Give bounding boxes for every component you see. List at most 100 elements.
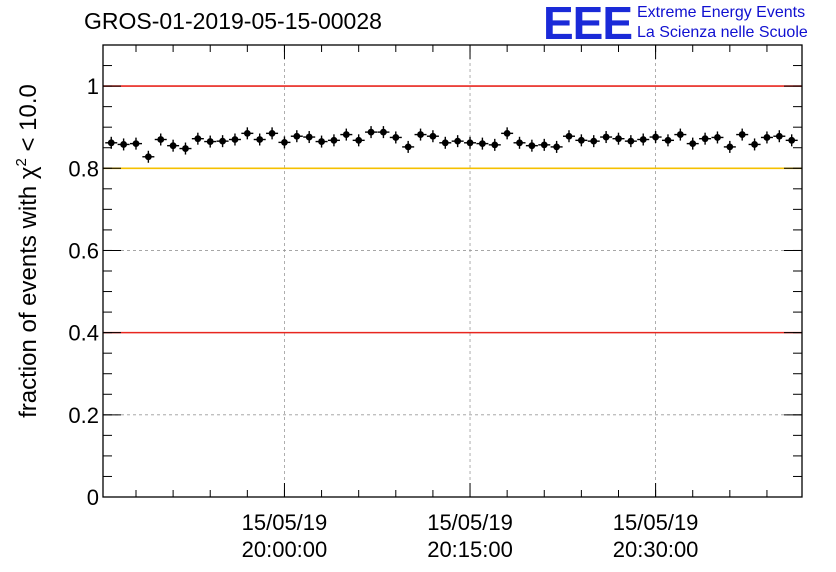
data-point (711, 131, 724, 144)
data-point (464, 136, 477, 149)
point-marker (738, 131, 746, 138)
logo-caption-line1: Extreme Energy Events (637, 4, 806, 21)
point-marker (491, 141, 499, 149)
data-point (587, 135, 600, 148)
point-marker (243, 129, 251, 137)
data-point (649, 131, 662, 144)
data-point (241, 127, 254, 140)
data-point (538, 138, 551, 151)
point-marker (441, 139, 449, 147)
data-point (575, 134, 588, 147)
data-point (439, 136, 452, 149)
point-marker (454, 137, 462, 145)
point-marker (590, 137, 598, 145)
data-point (661, 134, 674, 147)
data-point (736, 128, 749, 141)
data-point (723, 140, 736, 153)
y-axis-label: fraction of events with χ2 < 10.0 (13, 84, 42, 418)
data-point (550, 140, 563, 153)
point-marker (120, 141, 128, 148)
y-tick-label: 0 (87, 485, 99, 510)
data-point (142, 150, 155, 163)
data-point (303, 131, 316, 144)
data-point (204, 135, 217, 148)
point-marker (107, 139, 115, 147)
point-marker (355, 136, 363, 144)
data-point (674, 128, 687, 141)
point-marker (367, 128, 375, 136)
data-point (773, 130, 786, 143)
point-marker (701, 135, 709, 143)
data-point (624, 135, 637, 148)
chart-title: GROS-01-2019-05-15-00028 (84, 8, 382, 34)
point-marker (615, 135, 622, 143)
data-point (253, 133, 266, 146)
point-marker (664, 136, 672, 144)
data-point (105, 136, 118, 149)
data-point (760, 131, 773, 144)
y-tick-label: 1 (87, 74, 99, 99)
point-marker (330, 136, 338, 144)
point-marker (256, 136, 264, 143)
point-marker (478, 140, 486, 148)
data-point (637, 133, 650, 146)
x-tick-label-date: 15/05/19 (427, 510, 513, 535)
data-point (167, 139, 180, 152)
data-point (612, 132, 625, 145)
point-marker (380, 128, 387, 136)
logo-caption-line2: La Scienza nelle Scuole (637, 24, 808, 41)
point-marker (676, 131, 684, 138)
data-points (105, 126, 798, 163)
data-point (402, 140, 415, 153)
point-marker (689, 140, 697, 148)
x-tick-label-date: 15/05/19 (242, 510, 328, 535)
point-marker (751, 141, 758, 148)
data-point (426, 130, 439, 143)
point-marker (652, 133, 660, 141)
point-marker (602, 133, 610, 141)
data-point (476, 137, 489, 150)
point-marker (429, 132, 437, 140)
data-point (352, 134, 365, 147)
y-tick-label: 0.6 (68, 238, 99, 263)
data-point (389, 131, 402, 144)
point-marker (182, 145, 189, 152)
point-marker (305, 133, 313, 141)
data-point (686, 137, 699, 150)
data-point (327, 134, 340, 147)
point-marker (577, 136, 585, 144)
point-marker (342, 131, 350, 138)
data-point (513, 136, 526, 149)
data-point (154, 133, 167, 146)
point-marker (726, 143, 734, 151)
data-point (451, 135, 464, 148)
point-marker (565, 132, 573, 140)
point-marker (540, 141, 548, 149)
point-marker (714, 134, 721, 141)
x-tick-label-time: 20:30:00 (613, 537, 699, 562)
plot-frame (102, 44, 803, 498)
data-point (315, 135, 328, 148)
data-point (600, 131, 613, 144)
point-marker (392, 134, 400, 141)
point-marker (194, 135, 202, 143)
point-marker (268, 129, 276, 137)
point-marker (639, 136, 647, 143)
eee-logo: EEE (543, 0, 633, 49)
x-tick-label-time: 20:00:00 (242, 537, 328, 562)
data-point (228, 133, 241, 146)
point-marker (627, 137, 635, 145)
point-marker (503, 129, 511, 137)
point-marker (466, 139, 474, 147)
point-marker (763, 134, 771, 141)
data-point (525, 139, 538, 152)
point-marker (404, 143, 412, 151)
data-point (785, 134, 798, 147)
data-point (266, 127, 279, 140)
point-marker (169, 142, 177, 150)
point-marker (417, 131, 424, 138)
point-marker (528, 142, 536, 150)
data-point (179, 142, 192, 155)
data-point (563, 130, 575, 143)
